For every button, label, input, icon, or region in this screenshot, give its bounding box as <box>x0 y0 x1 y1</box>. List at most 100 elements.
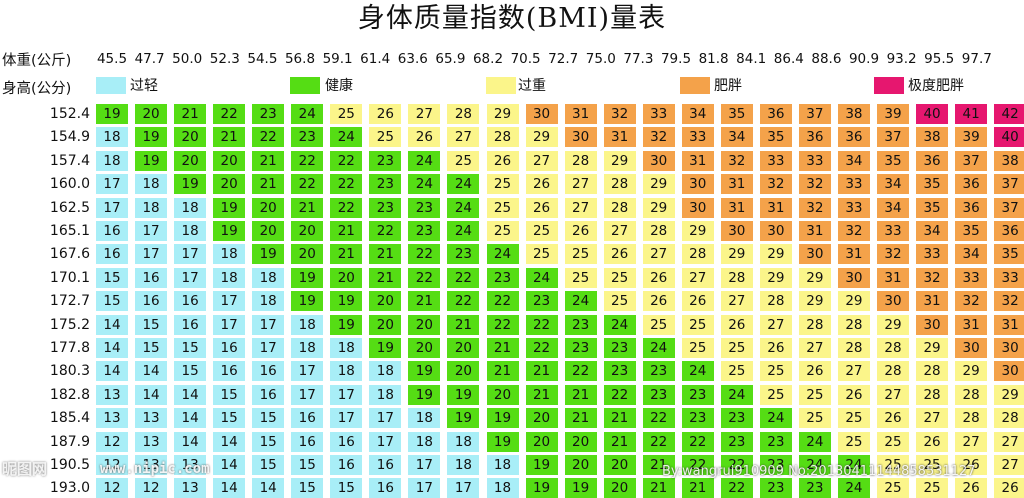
bmi-cell: 21 <box>330 244 363 265</box>
bmi-cell: 25 <box>486 197 519 218</box>
bmi-cell: 36 <box>798 127 831 148</box>
legend-swatch <box>486 77 516 94</box>
bmi-cell: 37 <box>994 197 1024 218</box>
height-axis-label: 身高(公分) <box>2 81 72 97</box>
weight-value: 63.6 <box>397 51 428 67</box>
height-value: 154.9 <box>49 129 90 146</box>
bmi-cell: 22 <box>408 267 441 288</box>
height-value: 165.1 <box>49 223 90 239</box>
bmi-cell: 29 <box>759 244 792 265</box>
height-value: 182.8 <box>49 386 90 403</box>
bmi-cell: 14 <box>174 408 207 429</box>
bmi-cell: 21 <box>681 478 714 498</box>
height-value: 152.4 <box>49 106 90 122</box>
bmi-cell: 22 <box>720 455 753 475</box>
bmi-cell: 12 <box>96 455 128 475</box>
bmi-cell: 24 <box>642 338 675 358</box>
bmi-cell: 20 <box>486 384 519 405</box>
bmi-cell: 15 <box>330 478 363 498</box>
bmi-cell: 38 <box>994 150 1024 171</box>
bmi-cell: 20 <box>564 431 597 452</box>
bmi-cell: 17 <box>96 174 128 195</box>
bmi-cell: 30 <box>837 267 870 288</box>
bmi-cell: 13 <box>96 408 128 429</box>
bmi-cell: 18 <box>447 455 480 475</box>
bmi-cell: 13 <box>135 431 168 452</box>
bmi-cell: 27 <box>916 408 949 429</box>
bmi-cell: 17 <box>408 455 441 475</box>
height-value: 172.7 <box>49 293 90 310</box>
bmi-cell: 24 <box>798 455 831 475</box>
bmi-cell: 19 <box>213 221 246 241</box>
bmi-cell: 21 <box>525 384 558 405</box>
bmi-cell: 31 <box>759 197 792 218</box>
bmi-cell: 29 <box>916 338 949 358</box>
bmi-cell: 24 <box>447 174 480 195</box>
bmi-cell: 26 <box>603 244 636 265</box>
bmi-cell: 28 <box>759 291 792 312</box>
bmi-cell: 22 <box>252 127 285 148</box>
bmi-cell: 21 <box>564 384 597 405</box>
bmi-cell: 24 <box>564 291 597 312</box>
bmi-cell: 27 <box>720 291 753 312</box>
bmi-cell: 16 <box>135 291 168 312</box>
bmi-cell: 18 <box>291 314 324 335</box>
bmi-cell: 37 <box>877 127 909 148</box>
bmi-cell: 29 <box>603 150 636 171</box>
bmi-cell: 19 <box>330 291 363 312</box>
bmi-cell: 36 <box>837 127 870 148</box>
weight-value: 81.8 <box>698 51 729 67</box>
bmi-cell: 25 <box>486 221 519 241</box>
bmi-cell: 25 <box>447 150 480 171</box>
bmi-cell: 18 <box>252 267 285 288</box>
bmi-cell: 24 <box>837 455 870 475</box>
bmi-cell: 30 <box>798 244 831 265</box>
bmi-cell: 20 <box>408 338 441 358</box>
bmi-cell: 23 <box>408 197 441 218</box>
bmi-cell: 33 <box>994 267 1024 288</box>
bmi-cell: 18 <box>135 174 168 195</box>
bmi-cell: 35 <box>994 244 1024 265</box>
bmi-cell: 27 <box>408 104 441 124</box>
bmi-cell: 34 <box>877 174 909 195</box>
bmi-cell: 24 <box>408 174 441 195</box>
bmi-cell: 20 <box>174 127 207 148</box>
bmi-cell: 25 <box>877 455 909 475</box>
bmi-cell: 24 <box>798 431 831 452</box>
legend-swatch <box>290 77 320 94</box>
bmi-cell: 27 <box>564 197 597 218</box>
height-value: 180.3 <box>49 363 90 380</box>
bmi-cell: 33 <box>681 127 714 148</box>
bmi-cell: 19 <box>291 267 324 288</box>
weight-value: 93.2 <box>886 51 917 67</box>
bmi-cell: 23 <box>603 361 636 382</box>
bmi-cell: 32 <box>603 104 636 124</box>
bmi-cell: 19 <box>174 174 207 195</box>
bmi-cell: 27 <box>564 174 597 195</box>
bmi-cell: 28 <box>877 338 909 358</box>
bmi-cell: 16 <box>330 431 363 452</box>
bmi-cell: 29 <box>720 244 753 265</box>
bmi-cell: 32 <box>955 291 988 312</box>
weight-value: 88.6 <box>811 51 842 67</box>
bmi-cell: 18 <box>213 267 246 288</box>
bmi-cell: 25 <box>330 104 363 124</box>
bmi-cell: 14 <box>174 384 207 405</box>
bmi-cell: 18 <box>369 361 402 382</box>
bmi-cell: 15 <box>252 455 285 475</box>
bmi-cell: 23 <box>252 104 285 124</box>
bmi-cell: 22 <box>213 104 246 124</box>
bmi-cell: 20 <box>330 267 363 288</box>
bmi-cell: 15 <box>213 384 246 405</box>
bmi-cell: 20 <box>252 197 285 218</box>
bmi-cell: 19 <box>486 431 519 452</box>
bmi-cell: 15 <box>213 408 246 429</box>
height-value: 170.1 <box>49 269 90 286</box>
bmi-cell: 20 <box>525 408 558 429</box>
bmi-cell: 27 <box>877 384 909 405</box>
bmi-cell: 33 <box>837 197 870 218</box>
bmi-cell: 26 <box>642 267 675 288</box>
bmi-cell: 20 <box>603 455 636 475</box>
bmi-cell: 12 <box>96 431 128 452</box>
bmi-cell: 18 <box>96 127 128 148</box>
